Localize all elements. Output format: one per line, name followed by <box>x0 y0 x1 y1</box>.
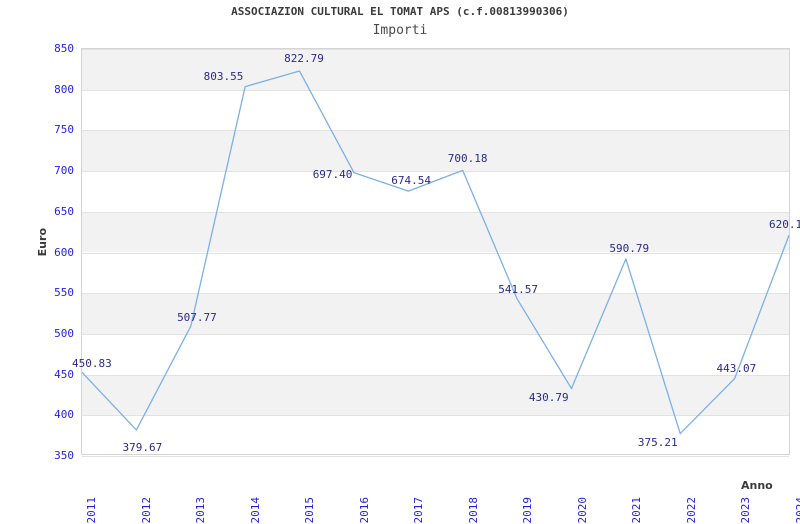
gridline <box>82 415 789 416</box>
data-point-label: 430.79 <box>528 391 569 405</box>
x-axis-tick-label: 2022 <box>684 497 698 524</box>
gridline <box>82 130 789 131</box>
x-axis-title: Anno <box>741 479 773 492</box>
data-point-label: 590.79 <box>609 241 650 255</box>
x-axis-tick-label: 2011 <box>85 497 98 524</box>
chart-subtitle: Importi <box>372 23 428 38</box>
plot-area: 450.83 379.67 507.77 803.55 822.79 697.40 674.… <box>72 48 800 457</box>
chart-container: ASSOCIAZION CULTURAL EL TOMAT APS (c.f.0… <box>0 5 800 524</box>
plot-band <box>82 130 789 172</box>
x-axis-tick-label: 2019 <box>521 497 535 524</box>
x-axis-tick-label: 2020 <box>575 497 589 524</box>
data-point-label: 803.55 <box>203 69 244 83</box>
x-axis-tick-label: 2017 <box>412 497 426 524</box>
data-point-label: 450.83 <box>72 356 112 370</box>
x-axis-tick-label: 2021 <box>630 497 644 524</box>
gridline <box>82 375 789 376</box>
y-axis-tick-label: 650 <box>54 204 74 218</box>
data-point-label: 700.18 <box>447 151 488 165</box>
x-axis-tick-label: 2014 <box>248 497 262 524</box>
plot-band <box>82 293 789 334</box>
data-point-label: 507.77 <box>177 310 217 324</box>
data-point-label: 697.40 <box>312 168 353 182</box>
data-point-label: 443.07 <box>716 362 757 376</box>
plot-band <box>82 374 789 416</box>
x-axis-tick-label: 2016 <box>357 497 371 524</box>
y-axis-tick-label: 400 <box>54 408 74 422</box>
x-axis-tick-label: 2015 <box>303 497 317 524</box>
series-line <box>82 71 789 434</box>
x-axis-tick-label: 2024 <box>794 497 800 524</box>
data-point-label: 822.79 <box>284 52 324 66</box>
data-point-label: 375.21 <box>637 436 678 450</box>
y-axis-tick-label: 750 <box>54 123 74 137</box>
gridline <box>82 90 789 91</box>
y-axis-tick-label: 850 <box>54 42 74 55</box>
gridline <box>82 253 789 254</box>
data-point-label: 620.1 <box>769 218 800 232</box>
y-axis-tick-label: 500 <box>54 326 74 340</box>
gridline <box>82 171 789 172</box>
y-axis-tick-label: 600 <box>54 245 74 259</box>
y-axis-tick-label: 350 <box>54 449 74 462</box>
gridline <box>82 293 789 294</box>
y-axis-tick-labels: 350 400 450 500 550 600 650 700 750 800 850 <box>0 43 74 461</box>
gridline <box>82 212 789 213</box>
x-axis-tick-label: 2018 <box>466 497 480 524</box>
y-axis-tick-label: 450 <box>54 367 74 381</box>
plot-band <box>82 49 789 90</box>
y-axis-tick-label: 700 <box>54 164 74 178</box>
x-axis-tick-label: 2013 <box>194 497 208 524</box>
gridline <box>82 456 789 457</box>
y-axis-tick-label: 800 <box>54 82 74 96</box>
y-axis-tick-label: 550 <box>54 286 74 300</box>
x-axis-tick-label: 2023 <box>739 497 753 524</box>
data-point-label: 379.67 <box>122 440 163 454</box>
data-point-label: 674.54 <box>391 173 431 187</box>
gridline <box>82 334 789 335</box>
x-axis-tick-labels: 2011 2012 2013 2014 2015 2016 2017 2018 2019 2020… <box>81 459 800 524</box>
line-series <box>82 49 789 454</box>
data-point-label: 541.57 <box>498 283 539 297</box>
gridline <box>82 49 789 50</box>
chart-title: ASSOCIAZION CULTURAL EL TOMAT APS (c.f.0… <box>231 5 569 18</box>
plot-band <box>82 211 789 253</box>
x-axis-tick-label: 2012 <box>139 497 153 524</box>
